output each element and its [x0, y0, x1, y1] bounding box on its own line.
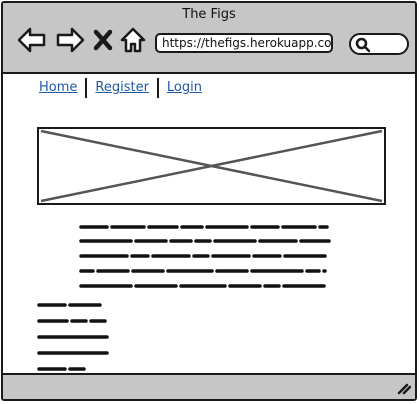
home-icon[interactable]: [120, 26, 146, 54]
search-icon: [355, 37, 371, 53]
back-arrow-icon[interactable]: [17, 26, 47, 54]
nav-divider: [85, 78, 88, 98]
resize-grip-icon[interactable]: [395, 381, 411, 395]
stop-close-icon[interactable]: [93, 26, 113, 54]
browser-chrome: The Figs https://thefigs.herokuapp.com: [3, 3, 415, 74]
status-bar: [3, 373, 415, 399]
forward-arrow-icon[interactable]: [55, 26, 85, 54]
image-placeholder: [37, 127, 386, 205]
nav-divider: [156, 78, 159, 98]
image-placeholder-icon: [40, 129, 383, 203]
nav-link-login[interactable]: Login: [166, 80, 202, 95]
address-bar[interactable]: https://thefigs.herokuapp.com: [155, 33, 333, 53]
nav-link-home[interactable]: Home: [39, 80, 78, 95]
nav-link-register[interactable]: Register: [95, 80, 149, 95]
search-input[interactable]: [349, 33, 409, 55]
nav-links: Home Register Login: [35, 77, 206, 99]
window-title: The Figs: [182, 7, 236, 22]
scribbled-text: [37, 225, 331, 371]
